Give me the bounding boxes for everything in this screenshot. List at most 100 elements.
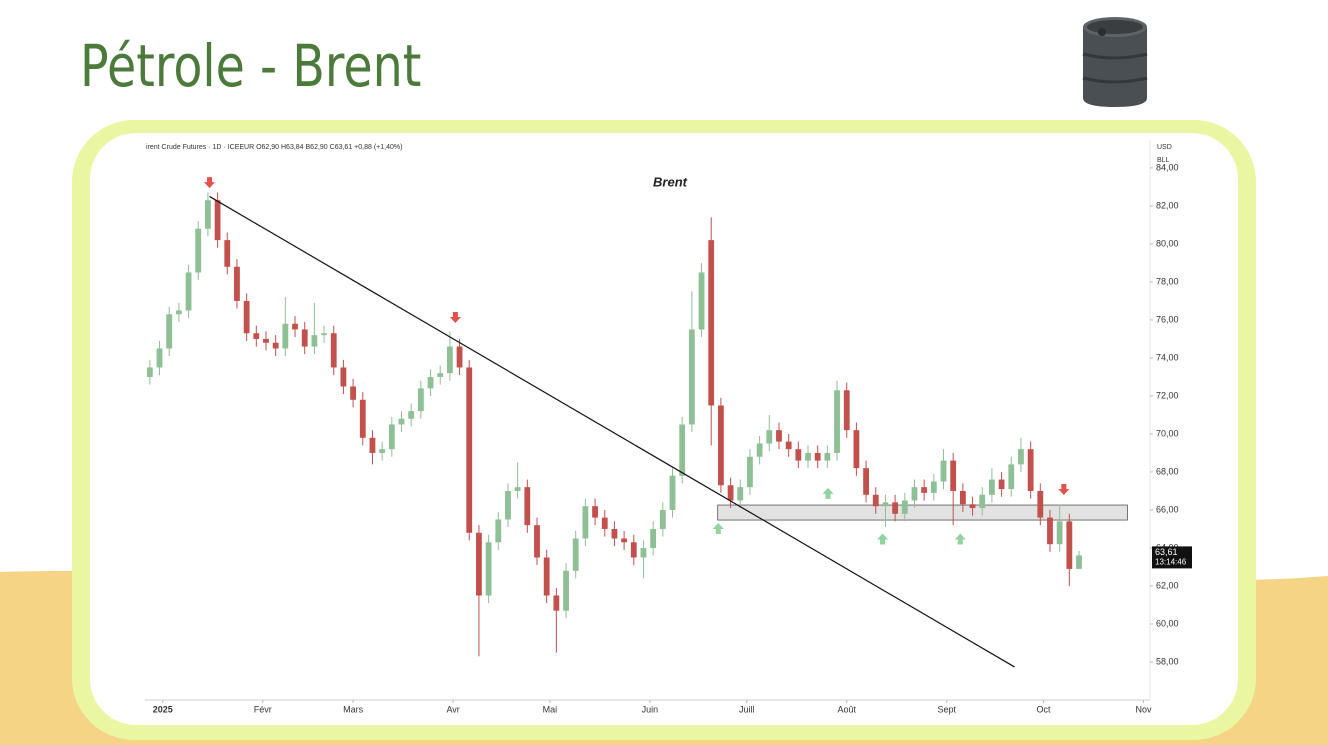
candle-body	[766, 430, 773, 444]
candle-body	[359, 399, 366, 438]
candle-body	[969, 504, 976, 509]
signal-arrow	[712, 523, 724, 535]
candle-body	[688, 329, 695, 425]
candle-body	[321, 333, 327, 336]
candle-body	[630, 542, 637, 558]
y-tick-label: 66,00	[1156, 504, 1179, 514]
candle-body	[843, 390, 850, 431]
candle-body	[243, 300, 250, 334]
candle-body	[863, 468, 869, 495]
candle-body	[756, 443, 763, 457]
signal-arrow	[877, 533, 889, 545]
candle-body	[1037, 490, 1044, 518]
candle-body	[253, 333, 260, 339]
candle-body	[205, 200, 211, 229]
candle-body	[582, 506, 589, 539]
candle-body	[601, 517, 608, 529]
candle-body	[485, 542, 492, 596]
candle-body	[853, 430, 860, 469]
candle-body	[805, 452, 811, 461]
candle-body	[1018, 449, 1024, 465]
x-tick-label: Juill	[739, 704, 755, 714]
candle-body	[340, 367, 347, 387]
candle-body	[911, 487, 918, 501]
last-price-label: 63,61	[1155, 547, 1178, 557]
candle-body	[553, 595, 560, 611]
candle-body	[708, 240, 715, 406]
candle-body	[1027, 449, 1034, 491]
candle-body	[427, 376, 434, 389]
candle-body	[795, 449, 802, 461]
candle-body	[408, 411, 415, 419]
candle-body	[930, 481, 937, 493]
candle-body	[572, 538, 579, 571]
candle-body	[1047, 517, 1053, 545]
y-tick-label: 62,00	[1156, 580, 1179, 590]
candle-body	[1066, 521, 1073, 569]
slide-title: Pétrole - Brent	[80, 32, 421, 100]
signal-arrow	[954, 533, 966, 545]
candle-body	[998, 479, 1005, 490]
candle-body	[495, 519, 502, 543]
oil-barrel-icon	[1082, 17, 1148, 107]
signal-arrow	[204, 177, 216, 189]
x-tick-label: Févr	[254, 704, 272, 714]
trendline	[209, 195, 1015, 668]
candle-body	[872, 494, 879, 507]
y-tick-label: 70,00	[1156, 428, 1179, 438]
candle-body	[698, 272, 705, 330]
candle-body	[1008, 464, 1015, 490]
y-tick-label: 84,00	[1156, 162, 1179, 172]
candle-body	[834, 390, 840, 453]
candle-body	[263, 338, 269, 343]
candle-body	[534, 525, 540, 558]
x-tick-label: Avr	[446, 704, 459, 714]
candle-body	[592, 506, 598, 518]
countdown-label: 13:14:46	[1155, 558, 1187, 567]
candle-body	[563, 570, 569, 611]
candle-body	[921, 487, 928, 493]
candle-body	[737, 487, 744, 501]
chart-title: Brent	[653, 174, 688, 189]
y-tick-label: 74,00	[1156, 352, 1179, 362]
candle-body	[388, 424, 395, 450]
candle-body	[234, 266, 240, 301]
candle-body	[659, 509, 666, 529]
candle-body	[466, 367, 473, 533]
candle-body	[611, 528, 618, 539]
candle-body	[292, 323, 298, 330]
candle-body	[882, 502, 889, 507]
candle-body	[146, 367, 153, 377]
y-tick-label: 58,00	[1156, 656, 1179, 666]
candle-body	[892, 502, 899, 514]
signal-arrow	[1058, 484, 1070, 496]
y-tick-label: 76,00	[1156, 314, 1179, 324]
candle-body	[156, 348, 163, 368]
candle-body	[727, 485, 734, 501]
candle-body	[214, 200, 221, 241]
candle-body	[979, 494, 986, 509]
candle-body	[650, 528, 657, 548]
x-tick-label: Mai	[543, 704, 558, 714]
x-tick-label: 2025	[153, 704, 173, 714]
candle-body	[195, 228, 202, 273]
legend-text: irent Crude Futures · 1D · ICEEUR O62,90…	[146, 144, 402, 151]
candle-body	[505, 490, 511, 520]
candle-body	[1076, 555, 1082, 569]
candle-body	[524, 487, 531, 526]
candle-body	[476, 532, 482, 596]
y-tick-label: 68,00	[1156, 466, 1179, 476]
candle-body	[640, 547, 647, 558]
candle-body	[950, 460, 957, 491]
candle-body	[185, 272, 192, 311]
candle-body	[311, 335, 318, 347]
signal-arrow	[449, 312, 461, 324]
candle-body	[437, 373, 444, 377]
candle-body	[814, 452, 821, 461]
candle-body	[679, 424, 686, 476]
y-tick-label: 78,00	[1156, 276, 1179, 286]
x-tick-label: Sept	[937, 704, 956, 714]
candle-body	[989, 479, 995, 495]
